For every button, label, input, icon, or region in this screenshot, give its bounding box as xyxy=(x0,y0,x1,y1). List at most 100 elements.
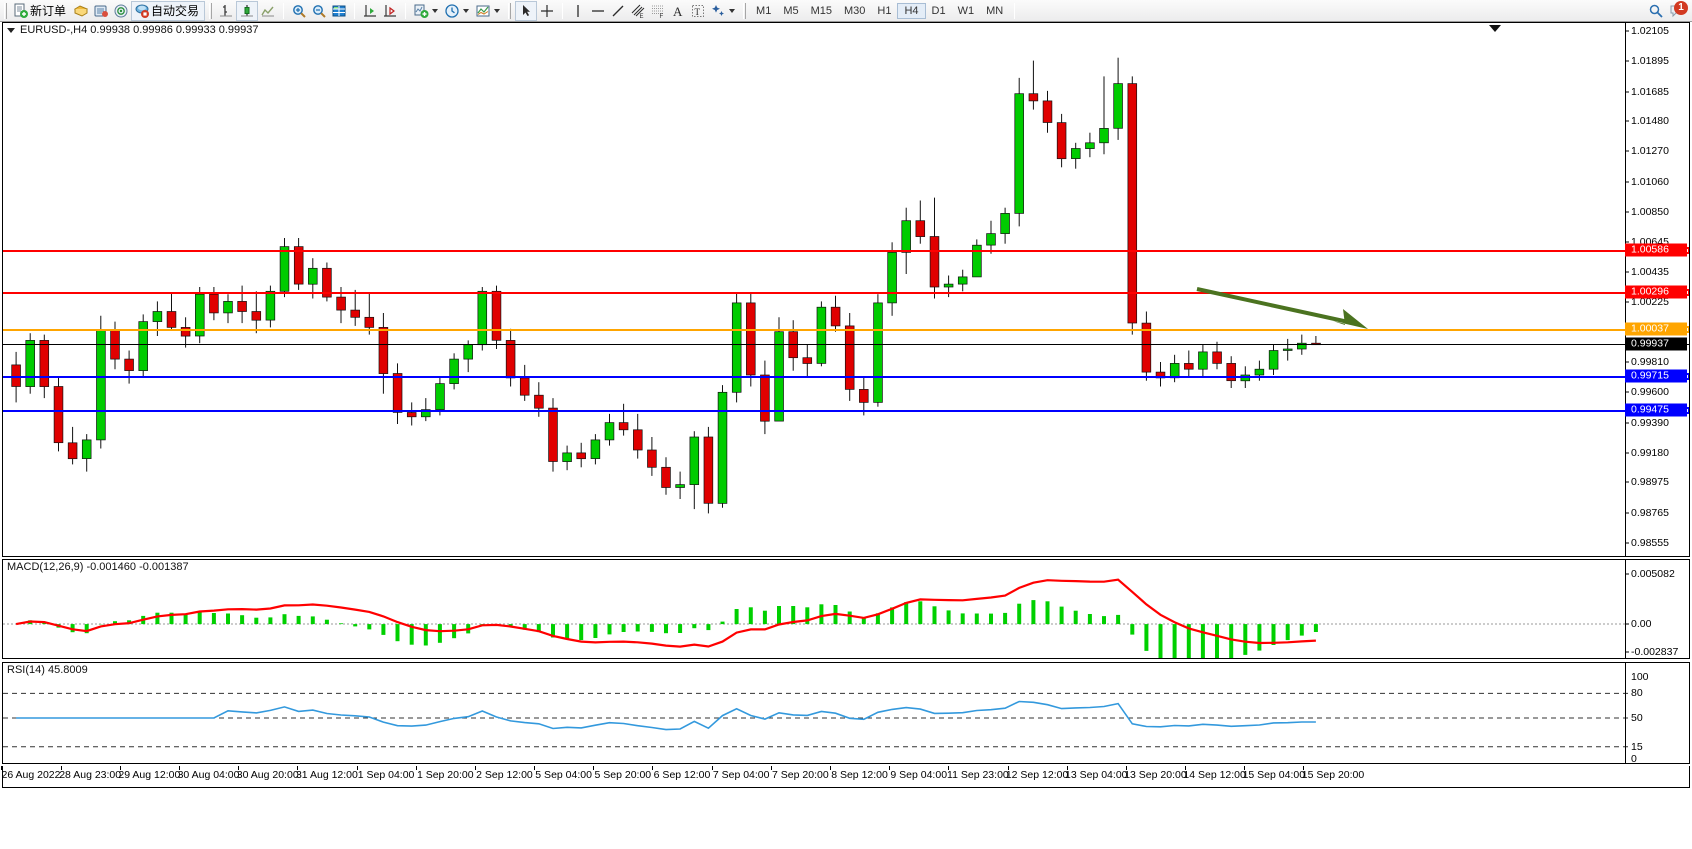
price-axis-tick xyxy=(1625,30,1629,32)
trendline-button[interactable] xyxy=(608,1,628,21)
timeframe-mn[interactable]: MN xyxy=(986,4,1004,17)
chart-shift-button[interactable] xyxy=(380,1,400,21)
timeframe-m15[interactable]: M15 xyxy=(810,4,832,17)
price-axis-label: 1.01480 xyxy=(1631,115,1669,128)
toolbar-grip-2[interactable] xyxy=(209,2,213,19)
templates-dropdown-caret[interactable] xyxy=(494,8,501,13)
shapes-button[interactable] xyxy=(708,1,728,21)
text-button[interactable]: A xyxy=(668,1,688,21)
svg-text:T: T xyxy=(695,7,701,17)
time-axis-tick xyxy=(829,766,831,770)
price-axis-tick xyxy=(1625,241,1629,243)
time-axis-tick xyxy=(711,766,713,770)
timeframe-w1[interactable]: W1 xyxy=(957,4,975,17)
toolbar-grip[interactable] xyxy=(4,2,7,19)
time-axis-label: 31 Aug 12:00 xyxy=(295,769,358,781)
price-tag-current-price[interactable]: 0.99937 xyxy=(1625,337,1687,351)
price-tag-support-upper[interactable]: 0.99715 xyxy=(1625,369,1687,383)
period-button[interactable] xyxy=(442,1,462,21)
main-toolbar: 新订单 xyxy=(0,0,1692,22)
price-pane-inner xyxy=(3,23,1689,556)
equidistant-channel-button[interactable]: E xyxy=(628,1,648,21)
horizontal-line-button[interactable] xyxy=(588,1,608,21)
search-button[interactable] xyxy=(1646,1,1666,21)
macd-axis-tick xyxy=(1625,573,1629,575)
data-window-button[interactable] xyxy=(91,1,111,21)
toolbar-grip-3[interactable] xyxy=(508,2,512,19)
price-axis-tick xyxy=(1625,422,1629,424)
candlestick-chart-button[interactable] xyxy=(236,0,259,21)
shapes-dropdown-caret[interactable] xyxy=(729,8,736,13)
timeframe-m30[interactable]: M30 xyxy=(844,4,866,17)
time-axis-label: 13 Sep 20:00 xyxy=(1124,769,1187,781)
new-order-button[interactable]: 新订单 xyxy=(11,1,71,21)
templates-button[interactable] xyxy=(473,1,493,21)
time-axis-label: 8 Sep 12:00 xyxy=(831,769,888,781)
price-axis-label: 1.00435 xyxy=(1631,265,1669,278)
equidistant-channel-icon: E xyxy=(630,3,646,19)
rsi-axis[interactable]: 100 80 50 15 0 xyxy=(1625,663,1687,765)
bar-chart-icon xyxy=(218,3,234,19)
down-trend-arrow[interactable] xyxy=(1193,281,1383,341)
price-tag-resistance-upper[interactable]: 1.00586 xyxy=(1625,243,1687,257)
price-tag-pivot-line[interactable]: 1.00037 xyxy=(1625,322,1687,336)
macd-pane[interactable]: MACD(12,26,9) -0.001460 -0.001387 0.0050… xyxy=(2,559,1690,659)
grid-button[interactable] xyxy=(329,1,349,21)
toolbar-separator-2 xyxy=(354,2,356,19)
crosshair-button[interactable] xyxy=(537,1,557,21)
timeframe-d1[interactable]: D1 xyxy=(931,4,946,17)
crosshair-icon xyxy=(539,3,555,19)
macd-axis-label: -0.002837 xyxy=(1631,646,1679,658)
bar-chart-button[interactable] xyxy=(216,1,236,21)
price-axis-tick xyxy=(1625,512,1629,514)
auto-scroll-button[interactable] xyxy=(360,1,380,21)
price-axis-tick xyxy=(1625,91,1629,93)
candlestick-chart-icon xyxy=(239,3,255,19)
cursor-icon xyxy=(518,3,534,19)
rsi-pane[interactable]: RSI(14) 45.8009 100 80 50 15 0 xyxy=(2,662,1690,765)
trendline-icon xyxy=(610,3,626,19)
timeframe-m5[interactable]: M5 xyxy=(783,4,799,17)
macd-axis[interactable]: 0.005082 0.00 -0.002837 xyxy=(1625,560,1687,658)
pane-collapse-marker[interactable] xyxy=(1489,25,1501,32)
zoom-out-icon xyxy=(311,3,327,19)
notification-count-badge: 1 xyxy=(1674,0,1688,15)
macd-axis-tick xyxy=(1625,651,1629,653)
cursor-button[interactable] xyxy=(515,0,538,21)
terminal-button[interactable] xyxy=(71,1,91,21)
time-axis-tick xyxy=(474,766,476,770)
timeframe-m1[interactable]: M1 xyxy=(756,4,772,17)
time-axis-tick xyxy=(297,766,299,770)
add-indicator-button[interactable] xyxy=(411,1,431,21)
price-axis-label: 0.98555 xyxy=(1631,537,1669,549)
fibonacci-icon: F xyxy=(650,3,666,19)
data-window-icon xyxy=(93,3,109,19)
price-tag-support-lower[interactable]: 0.99475 xyxy=(1625,403,1687,417)
period-dropdown-caret[interactable] xyxy=(463,8,470,13)
notification-button[interactable]: 1 xyxy=(1666,0,1688,21)
chevron-down-icon[interactable] xyxy=(7,27,15,33)
toolbar-grip-4[interactable] xyxy=(743,2,747,19)
chart-symbol-header[interactable]: EURUSD-,H4 0.99938 0.99986 0.99933 0.999… xyxy=(7,24,259,36)
timeframe-h1[interactable]: H1 xyxy=(877,4,892,17)
horizontal-line-icon xyxy=(590,3,606,19)
navigator-button[interactable] xyxy=(111,1,131,21)
time-axis-tick xyxy=(593,766,595,770)
time-axis[interactable]: 26 Aug 2022 28 Aug 23:00 29 Aug 12:00 30 Au… xyxy=(1,766,1690,788)
fibonacci-button[interactable]: F xyxy=(648,1,668,21)
vertical-line-button[interactable] xyxy=(568,1,588,21)
price-axis-tick xyxy=(1625,211,1629,213)
time-axis-label: 9 Sep 04:00 xyxy=(890,769,948,781)
zoom-out-button[interactable] xyxy=(309,1,329,21)
zoom-in-button[interactable] xyxy=(289,1,309,21)
add-indicator-dropdown-caret[interactable] xyxy=(432,8,439,13)
timeframe-h4[interactable]: H4 xyxy=(897,2,926,19)
autotrading-button[interactable]: 自动交易 xyxy=(131,0,206,21)
time-axis-tick xyxy=(1125,766,1127,770)
price-pane[interactable]: EURUSD-,H4 0.99938 0.99986 0.99933 0.999… xyxy=(2,22,1690,557)
text-label-button[interactable]: T xyxy=(688,1,708,21)
templates-icon xyxy=(475,3,491,19)
line-chart-button[interactable] xyxy=(258,1,278,21)
price-tag-resistance-lower[interactable]: 1.00296 xyxy=(1625,285,1687,299)
chart-window[interactable]: EURUSD-,H4 0.99938 0.99986 0.99933 0.999… xyxy=(0,22,1692,849)
